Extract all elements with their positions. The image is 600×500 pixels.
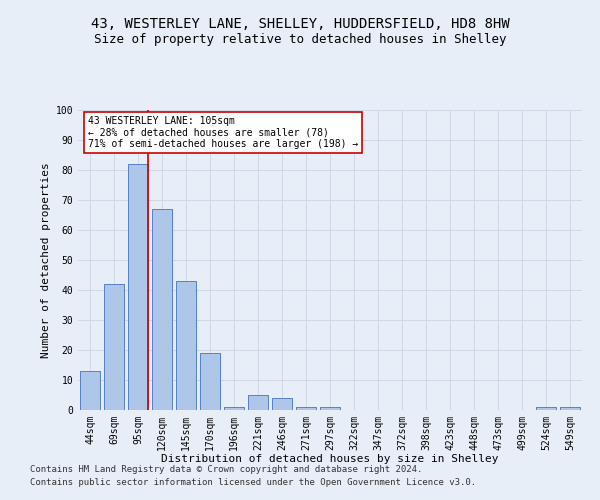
Bar xyxy=(152,209,172,410)
X-axis label: Distribution of detached houses by size in Shelley: Distribution of detached houses by size … xyxy=(161,454,499,464)
Text: Size of property relative to detached houses in Shelley: Size of property relative to detached ho… xyxy=(94,32,506,46)
Bar xyxy=(176,281,196,410)
Text: 43 WESTERLEY LANE: 105sqm
← 28% of detached houses are smaller (78)
71% of semi-: 43 WESTERLEY LANE: 105sqm ← 28% of detac… xyxy=(88,116,358,149)
Bar xyxy=(128,164,148,410)
Bar xyxy=(80,371,100,410)
Bar xyxy=(104,284,124,410)
Text: Contains HM Land Registry data © Crown copyright and database right 2024.: Contains HM Land Registry data © Crown c… xyxy=(30,466,422,474)
Bar xyxy=(560,407,580,410)
Bar xyxy=(248,395,268,410)
Text: 43, WESTERLEY LANE, SHELLEY, HUDDERSFIELD, HD8 8HW: 43, WESTERLEY LANE, SHELLEY, HUDDERSFIEL… xyxy=(91,18,509,32)
Y-axis label: Number of detached properties: Number of detached properties xyxy=(41,162,52,358)
Bar xyxy=(272,398,292,410)
Bar xyxy=(224,407,244,410)
Bar xyxy=(320,407,340,410)
Text: Contains public sector information licensed under the Open Government Licence v3: Contains public sector information licen… xyxy=(30,478,476,487)
Bar xyxy=(296,407,316,410)
Bar xyxy=(200,353,220,410)
Bar xyxy=(536,407,556,410)
